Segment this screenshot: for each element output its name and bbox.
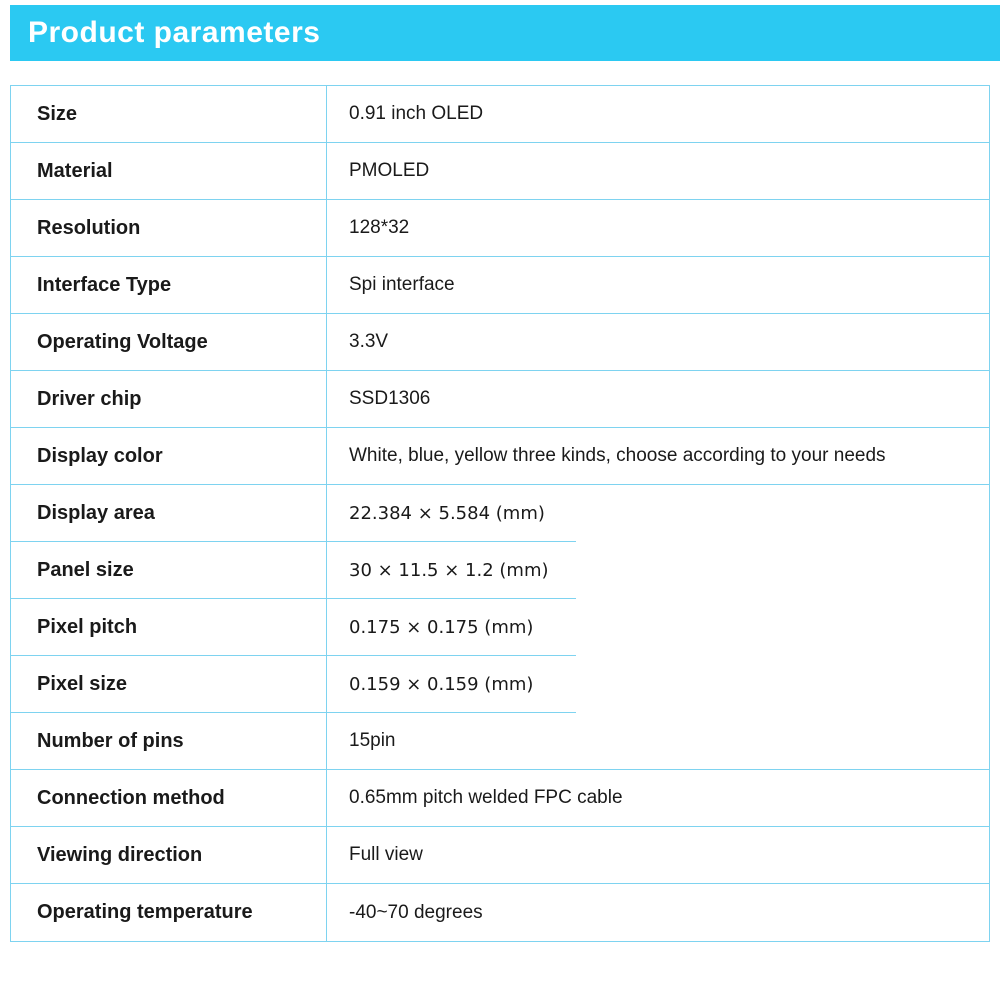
table-row: Driver chip SSD1306 [11,371,989,428]
table-row: Pixel size 0.159 × 0.159 (mm) [11,656,989,713]
row-value: PMOLED [326,143,989,199]
table-row: Display color White, blue, yellow three k… [11,428,989,485]
table-row: Connection method 0.65mm pitch welded FPC… [11,770,989,827]
row-label: Connection method [37,786,225,809]
row-value: 0.159 × 0.159 (mm) [326,656,989,713]
table-row: Panel size 30 × 11.5 × 1.2 (mm) [11,542,989,599]
row-value: Spi interface [326,257,989,313]
row-value: 30 × 11.5 × 1.2 (mm) [326,542,989,599]
row-value: 0.91 inch OLED [326,86,989,142]
row-value: 0.65mm pitch welded FPC cable [326,770,989,826]
page-title: Product parameters [28,16,321,49]
table-row: Viewing direction Full view [11,827,989,884]
table-row: Display area 22.384 × 5.584 (mm) [11,485,989,542]
header-banner: Product parameters [10,5,1000,61]
table-row: Operating Voltage 3.3V [11,314,989,371]
row-label: Pixel size [37,673,128,695]
row-label: Operating temperature [37,901,253,923]
row-value: Full view [326,827,989,883]
row-label: Viewing direction [37,843,203,866]
row-value: 22.384 × 5.584 (mm) [326,485,989,542]
row-label: Resolution [37,216,141,239]
row-value: 0.175 × 0.175 (mm) [326,599,989,656]
table-row: Resolution 128*32 [11,200,989,257]
row-label: Interface Type [37,273,172,296]
table-row: Interface Type Spi interface [11,257,989,314]
table-row: Pixel pitch 0.175 × 0.175 (mm) [11,599,989,656]
table-row: Number of pins 15pin [11,713,989,770]
row-label: Size [37,102,78,125]
row-label: Panel size [37,559,134,581]
row-value: 128*32 [326,200,989,256]
table-row: Size 0.91 inch OLED [11,86,989,143]
row-label: Material [37,159,113,182]
row-value: 3.3V [326,314,989,370]
row-value: 15pin [326,713,989,769]
row-label: Driver chip [37,387,142,410]
table-row: Material PMOLED [11,143,989,200]
row-label: Display area [37,502,155,524]
row-value: SSD1306 [326,371,989,427]
spec-table: Size 0.91 inch OLED Material PMOLED Resoluti… [10,85,990,942]
row-value: White, blue, yellow three kinds, choose … [326,428,989,484]
row-value: -40~70 degrees [326,884,989,941]
table-row: Operating temperature -40~70 degrees [11,884,989,941]
row-label: Operating Voltage [37,330,208,353]
row-label: Display color [37,444,163,467]
row-label: Pixel pitch [37,616,138,638]
row-label: Number of pins [37,729,184,752]
